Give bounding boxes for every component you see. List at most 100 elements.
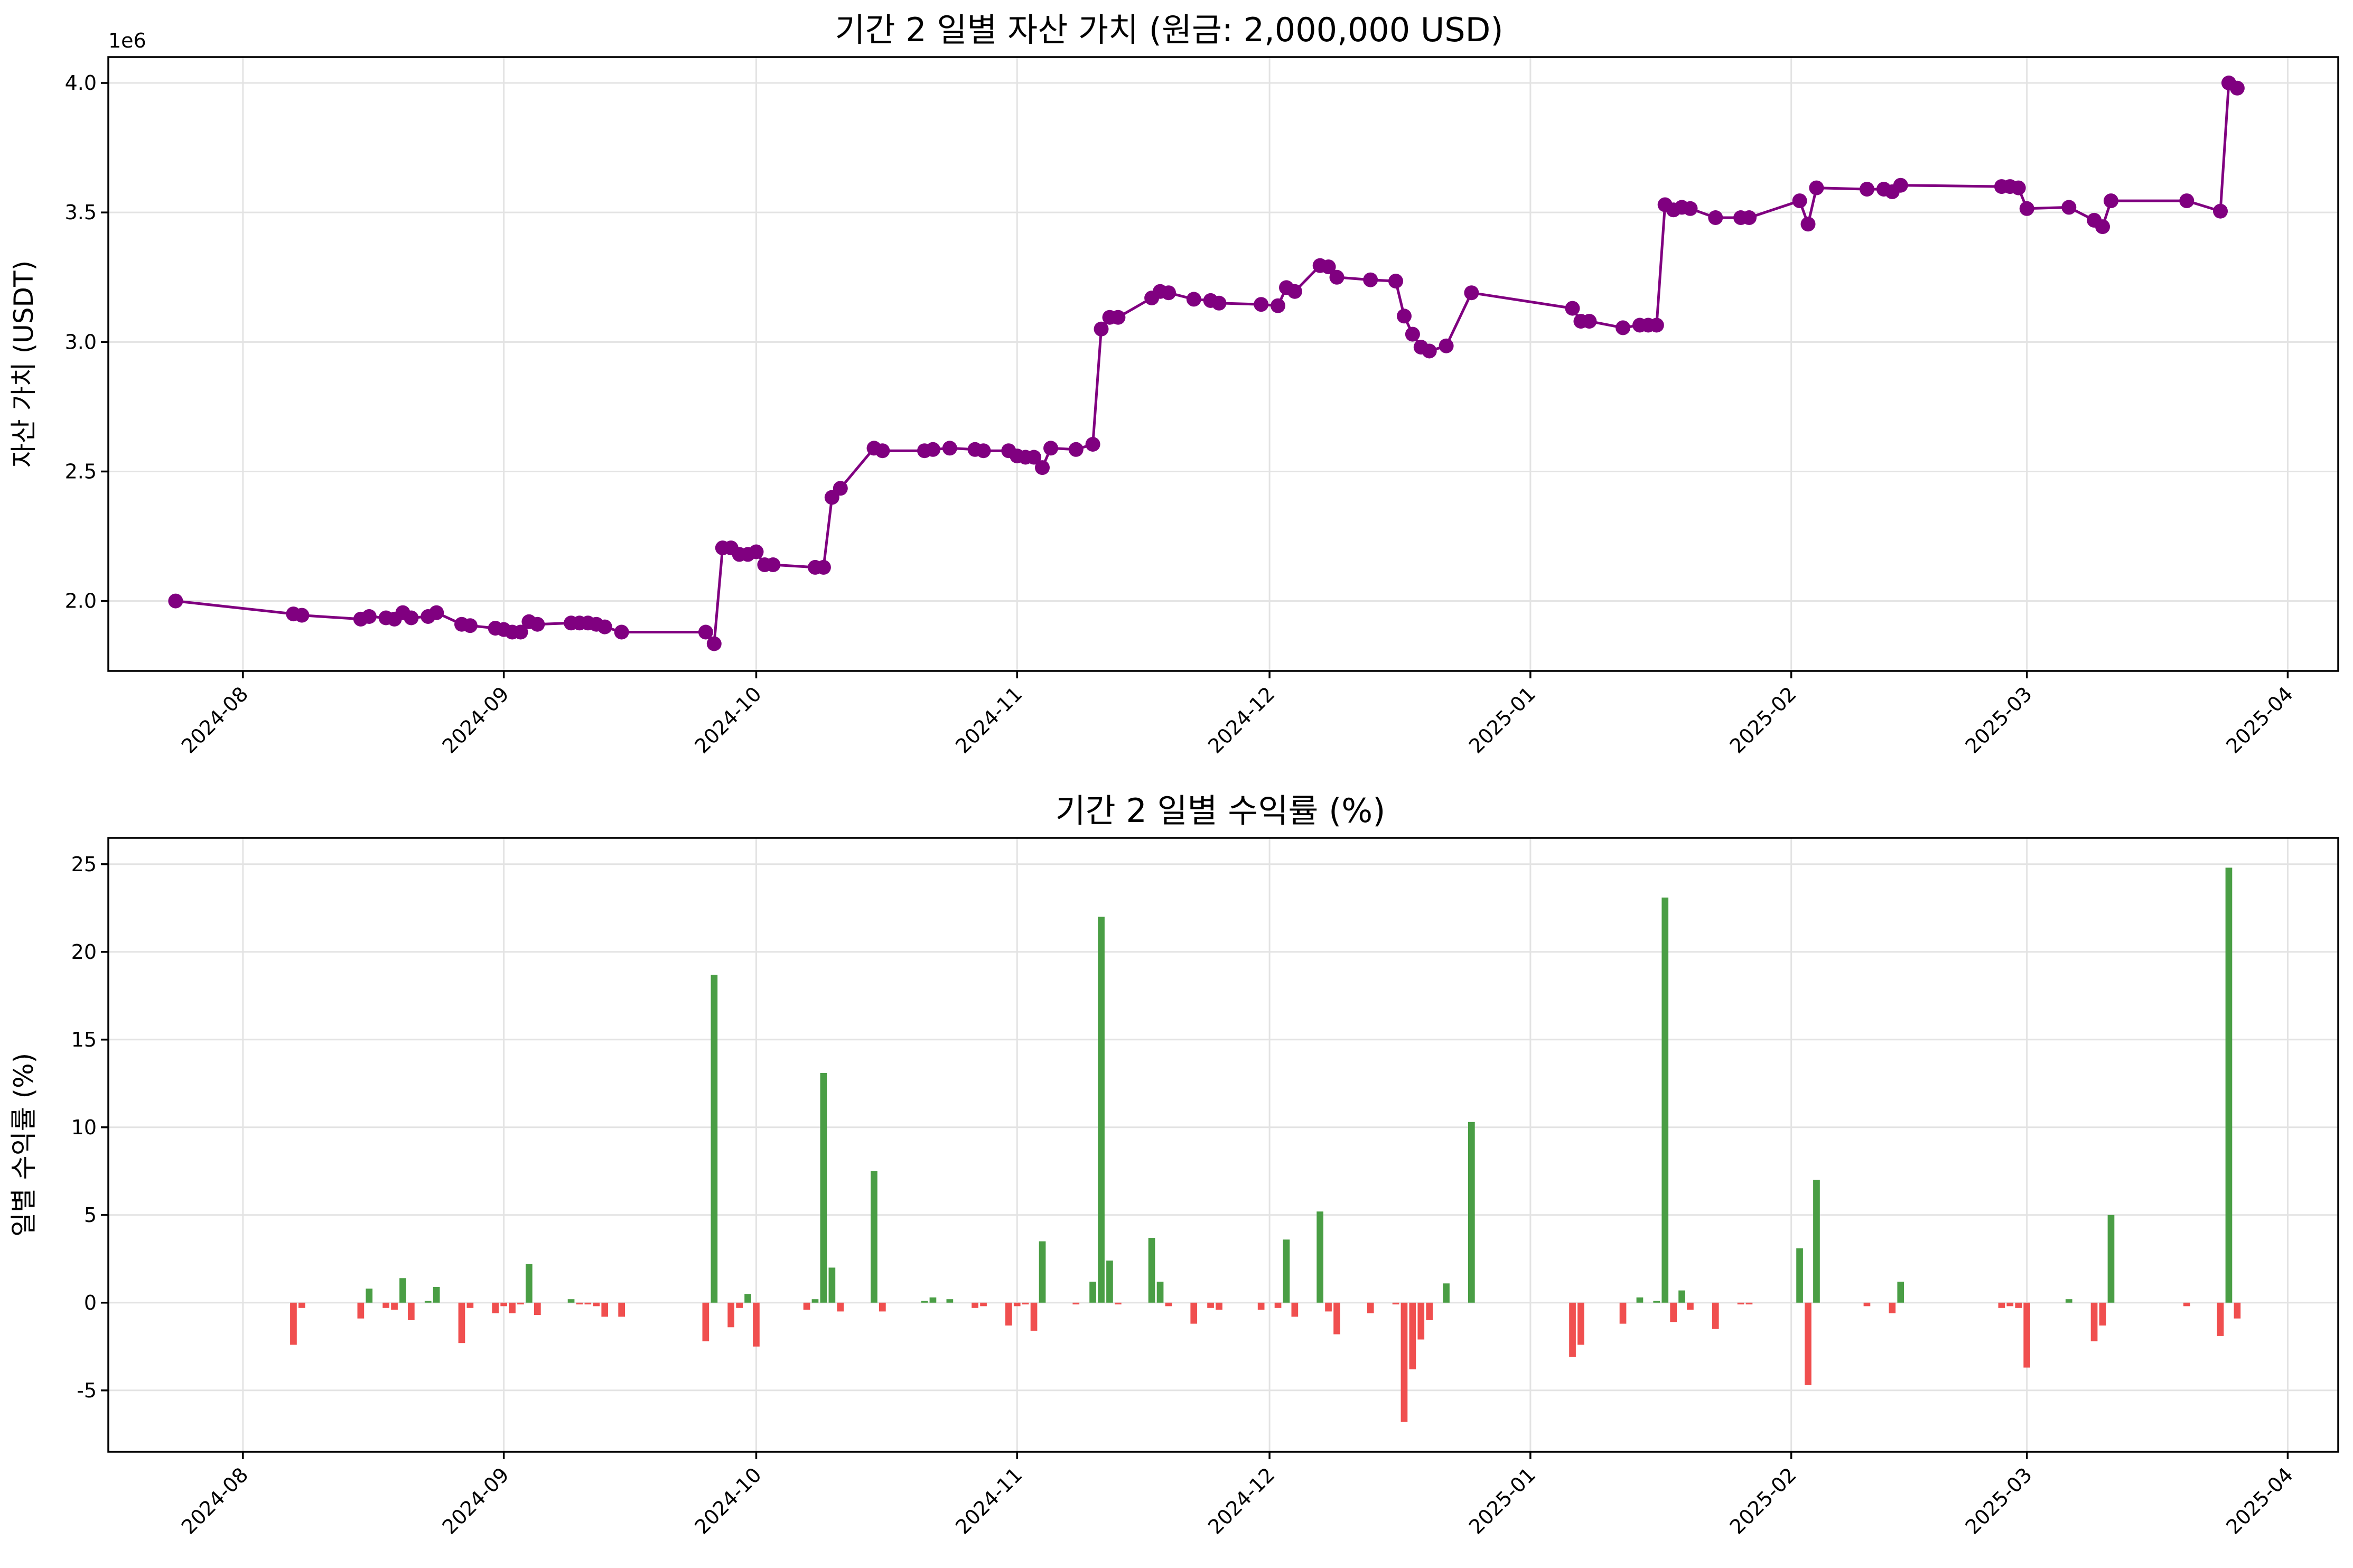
return-bar-negative (1400, 1302, 1408, 1422)
return-bar-negative (1417, 1302, 1425, 1340)
equity-point (1254, 297, 1269, 312)
x-tick-label: 2024-11 (951, 682, 1026, 758)
x-tick-label: 2024-10 (690, 682, 765, 758)
return-bar-positive (946, 1299, 954, 1303)
equity-point (462, 618, 478, 633)
x-tick-label: 2025-04 (2221, 682, 2297, 758)
equity-point (1026, 450, 1042, 465)
equity-point (926, 442, 940, 457)
return-bar-negative (466, 1302, 474, 1308)
equity-point (1363, 272, 1378, 287)
return-bar-negative (500, 1302, 507, 1306)
y-tick-label: 4.0 (65, 71, 97, 95)
x-tick-label: 2024-09 (438, 682, 513, 758)
return-bar-positive (1039, 1241, 1046, 1303)
equity-point (1068, 442, 1084, 457)
return-bar-negative (1745, 1302, 1753, 1305)
return-bar-negative (1619, 1302, 1627, 1324)
x-tick-label: 2025-03 (1961, 682, 2037, 758)
return-bar-positive (1148, 1238, 1155, 1303)
return-bar-positive (744, 1294, 751, 1303)
return-bar-negative (1670, 1302, 1677, 1322)
return-bar-positive (2225, 867, 2233, 1303)
return-bar-negative (2217, 1302, 2224, 1336)
equity-point (2011, 180, 2026, 195)
return-bar-negative (298, 1302, 305, 1308)
chart2-grid (108, 838, 2338, 1452)
equity-point (1800, 217, 1816, 232)
equity-point (1860, 182, 1874, 197)
return-bar-negative (2234, 1302, 2241, 1319)
return-bar-positive (1897, 1282, 1904, 1303)
equity-point (1287, 284, 1302, 299)
chart2-x-axis: 2024-08 2024-09 2024-10 2024-11 2024-12 2025-… (177, 1452, 2298, 1539)
return-bar-negative (584, 1302, 592, 1305)
equity-point (1043, 441, 1058, 456)
equity-point (1792, 193, 1807, 209)
chart2-y-axis-label: 일별 수익률 (%) (8, 1053, 39, 1237)
chart1-y-offset-label: 1e6 (108, 29, 146, 52)
equity-point (875, 443, 890, 459)
return-bar-negative (1426, 1302, 1433, 1320)
return-bar-negative (753, 1302, 760, 1347)
y-tick-label: 25 (71, 853, 97, 876)
equity-point (706, 636, 722, 651)
return-bar-negative (509, 1302, 516, 1313)
equity-point (1211, 295, 1227, 311)
return-bar-positive (366, 1289, 373, 1303)
chart1-x-axis: 2024-08 2024-09 2024-10 2024-11 2024-12 2025-… (177, 671, 2298, 758)
equity-point (2095, 219, 2110, 235)
y-tick-label: 3.5 (65, 201, 97, 224)
return-bar-negative (1577, 1302, 1584, 1345)
equity-line (175, 81, 2238, 645)
daily-return-chart: 기간 2 일별 수익률 (%) 2024-08 2024-09 2024-10 202… (8, 791, 2339, 1539)
equity-point (429, 605, 444, 620)
x-tick-label: 2025-03 (1961, 1463, 2037, 1538)
equity-point (1464, 285, 1479, 301)
equity-point (1329, 269, 1344, 285)
equity-point (2179, 193, 2195, 209)
return-bar-negative (1889, 1302, 1896, 1313)
return-bar-negative (2099, 1302, 2106, 1326)
return-bar-negative (803, 1302, 810, 1310)
return-bar-negative (1291, 1302, 1299, 1317)
x-tick-label: 2025-01 (1464, 1463, 1540, 1538)
x-tick-label: 2025-02 (1725, 682, 1801, 758)
return-bar-positive (711, 975, 718, 1303)
y-tick-label: 0 (84, 1291, 97, 1314)
return-bar-negative (1805, 1302, 1812, 1385)
return-bar-positive (2065, 1299, 2072, 1303)
return-bar-negative (458, 1302, 465, 1343)
return-bar-negative (492, 1302, 499, 1313)
chart1-plot-frame (107, 56, 2339, 672)
return-bar-negative (1165, 1302, 1172, 1306)
return-bar-negative (2015, 1302, 2022, 1308)
return-bar-positive (1089, 1282, 1096, 1303)
equity-point (1422, 343, 1437, 359)
return-bar-positive (929, 1297, 937, 1303)
return-bar-negative (837, 1302, 844, 1312)
return-bar-positive (828, 1267, 836, 1303)
return-bar-positive (1653, 1301, 1660, 1303)
equity-point (614, 624, 629, 640)
return-bar-positive (424, 1301, 432, 1303)
return-bar-negative (2023, 1302, 2030, 1368)
return-bar-negative (1712, 1302, 1719, 1329)
return-bar-negative (972, 1302, 978, 1308)
return-bar-negative (736, 1302, 743, 1308)
return-bar-negative (391, 1302, 398, 1310)
equity-point (816, 559, 831, 575)
chart1-title: 기간 2 일별 자산 가치 (원금: 2,000,000 USD) (835, 11, 1503, 49)
return-bar-negative (382, 1302, 389, 1308)
x-tick-label: 2025-04 (2221, 1463, 2297, 1538)
return-bar-negative (576, 1302, 583, 1305)
chart2-plot-frame (107, 837, 2339, 1453)
return-bar-negative (1013, 1302, 1021, 1306)
return-bar-positive (1813, 1180, 1820, 1303)
return-bar-negative (408, 1302, 415, 1320)
x-tick-label: 2024-09 (438, 1463, 513, 1538)
return-bar-positive (1678, 1290, 1685, 1303)
equity-point (1809, 180, 1824, 195)
chart1-line-series (168, 76, 2245, 651)
